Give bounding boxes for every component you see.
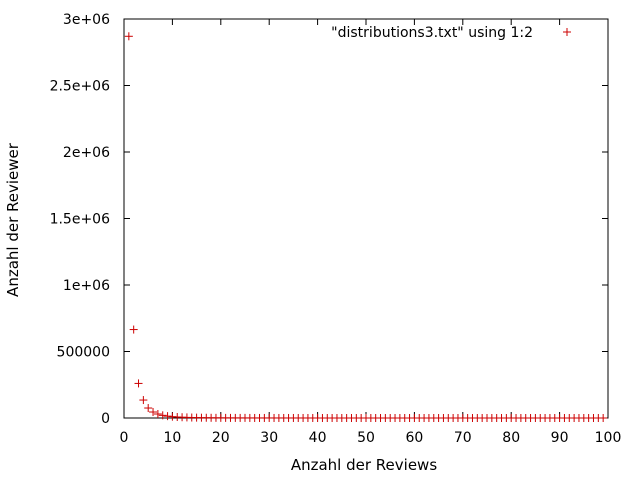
x-tick-label: 80 — [502, 430, 520, 446]
y-tick-label: 2.5e+06 — [50, 79, 111, 95]
x-tick-label: 30 — [260, 430, 278, 446]
y-axis-ticks: 0 500000 1e+06 1.5e+06 2e+06 2.5e+06 3e+06 — [50, 12, 608, 427]
y-tick-label: 500000 — [57, 345, 110, 361]
x-tick-label: 10 — [163, 430, 181, 446]
x-axis-title: Anzahl der Reviews — [291, 456, 437, 474]
x-tick-label: 40 — [309, 430, 327, 446]
legend-label: "distributions3.txt" using 1:2 — [331, 25, 533, 41]
x-tick-label: 20 — [212, 430, 230, 446]
y-tick-label: 0 — [101, 411, 110, 427]
data-point — [599, 413, 608, 422]
legend: "distributions3.txt" using 1:2 — [331, 25, 571, 41]
x-tick-label: 50 — [357, 430, 375, 446]
y-axis-title: Anzahl der Reviewer — [4, 142, 22, 297]
x-tick-label: 60 — [405, 430, 423, 446]
legend-marker-plus — [563, 28, 571, 36]
data-points — [124, 32, 608, 422]
x-tick-label: 100 — [595, 430, 622, 446]
data-point — [158, 411, 167, 420]
y-tick-label: 2e+06 — [63, 145, 110, 161]
data-point — [124, 32, 133, 41]
data-point — [149, 408, 158, 417]
x-tick-label: 0 — [120, 430, 129, 446]
y-tick-label: 1.5e+06 — [50, 212, 111, 228]
data-point — [144, 404, 153, 413]
x-tick-label: 90 — [551, 430, 569, 446]
data-point — [134, 379, 143, 388]
data-point — [139, 396, 148, 405]
x-tick-label: 70 — [454, 430, 472, 446]
data-point — [153, 410, 162, 419]
x-axis-ticks: 0 10 20 30 40 50 60 70 80 90 100 — [120, 19, 622, 446]
plot-frame — [123, 18, 609, 419]
y-tick-label: 1e+06 — [63, 278, 110, 294]
y-tick-label: 3e+06 — [63, 12, 110, 28]
data-point — [163, 412, 172, 421]
legend-marker — [563, 28, 571, 36]
data-point — [129, 325, 138, 334]
